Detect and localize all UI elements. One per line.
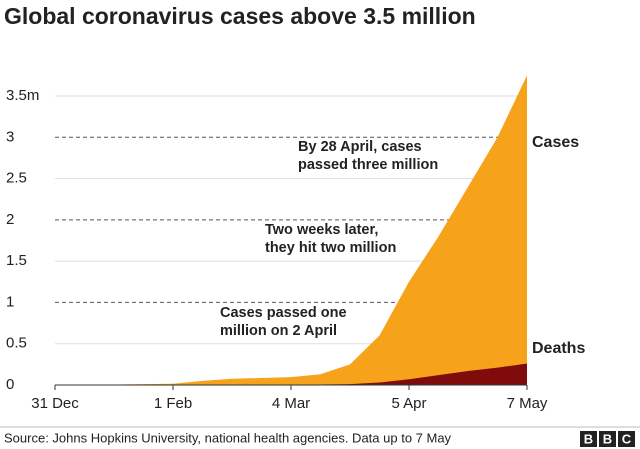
y-tick-label: 2 bbox=[6, 211, 14, 228]
y-tick-label: 2.5 bbox=[6, 170, 27, 187]
area bbox=[55, 363, 527, 385]
source: Source: Johns Hopkins University, nation… bbox=[4, 430, 452, 445]
annotation: Cases passed one bbox=[220, 305, 347, 321]
logo-letter: C bbox=[622, 431, 632, 446]
annotation: million on 2 April bbox=[220, 323, 337, 339]
logo-block bbox=[618, 431, 635, 447]
logo-block bbox=[580, 431, 597, 447]
x-tick-label: 31 Dec bbox=[31, 395, 79, 412]
x-tick-label: 1 Feb bbox=[154, 395, 192, 412]
annotation: By 28 April, cases bbox=[298, 139, 422, 155]
annotation: Two weeks later, bbox=[265, 222, 378, 238]
y-tick-label: 3.5m bbox=[6, 87, 39, 104]
logo-letter: B bbox=[584, 431, 593, 446]
y-tick-label: 1.5 bbox=[6, 252, 27, 269]
annotation: passed three million bbox=[298, 157, 438, 173]
x-tick-label: 5 Apr bbox=[391, 395, 426, 412]
logo-letter: B bbox=[603, 431, 612, 446]
y-tick-label: 1 bbox=[6, 293, 14, 310]
x-tick-label: 4 Mar bbox=[272, 395, 310, 412]
series-label: Deaths bbox=[532, 340, 585, 357]
y-tick-label: 3 bbox=[6, 128, 14, 145]
x-tick-label: 7 May bbox=[507, 395, 548, 412]
y-tick-label: 0.5 bbox=[6, 335, 27, 352]
area bbox=[55, 75, 527, 386]
chart-title: Global coronavirus cases above 3.5 milli… bbox=[4, 3, 476, 29]
y-tick-label: 0 bbox=[6, 376, 14, 393]
series-label: Cases bbox=[532, 134, 579, 151]
annotation: they hit two million bbox=[265, 240, 396, 256]
logo-block bbox=[599, 431, 616, 447]
